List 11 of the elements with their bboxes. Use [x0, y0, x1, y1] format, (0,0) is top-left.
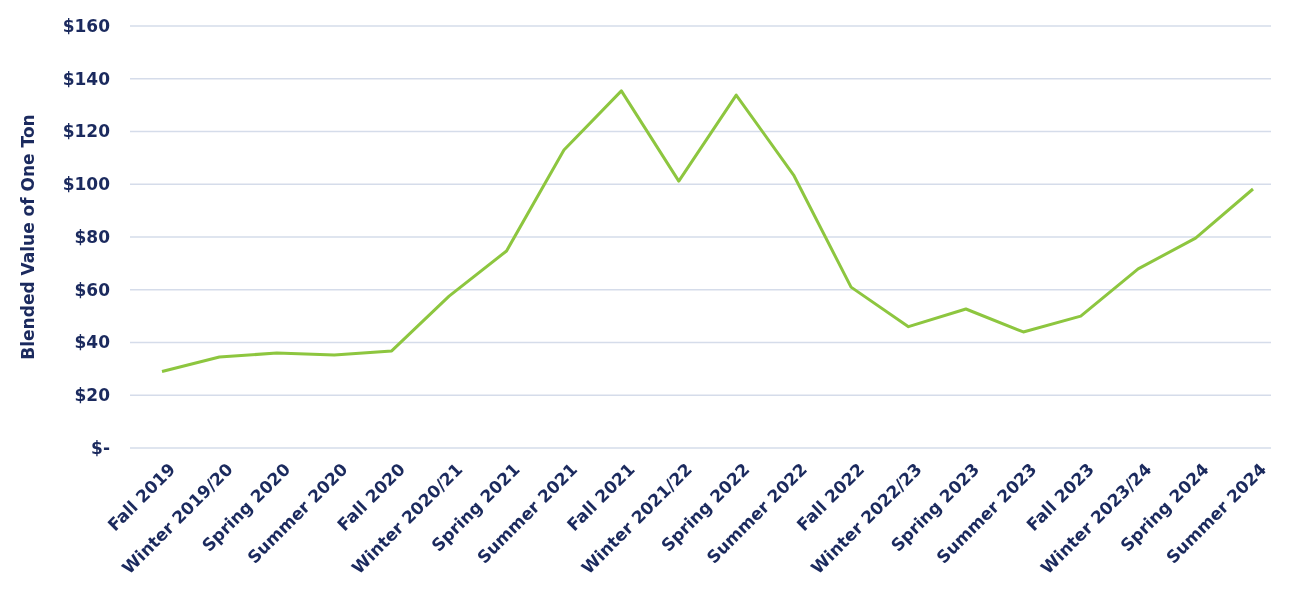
y-axis-title: Blended Value of One Ton [18, 114, 38, 360]
y-tick-label: $- [91, 437, 110, 458]
y-tick-label: $160 [62, 15, 111, 36]
y-tick-label: $120 [62, 121, 111, 142]
y-tick-label: $60 [74, 279, 111, 300]
line-series [160, 89, 1255, 374]
y-tick-label: $20 [74, 385, 111, 406]
y-tick-label: $80 [74, 226, 111, 247]
y-tick-label: $140 [62, 68, 111, 89]
y-tick-label: $100 [62, 174, 111, 195]
y-tick-label: $40 [74, 332, 111, 353]
